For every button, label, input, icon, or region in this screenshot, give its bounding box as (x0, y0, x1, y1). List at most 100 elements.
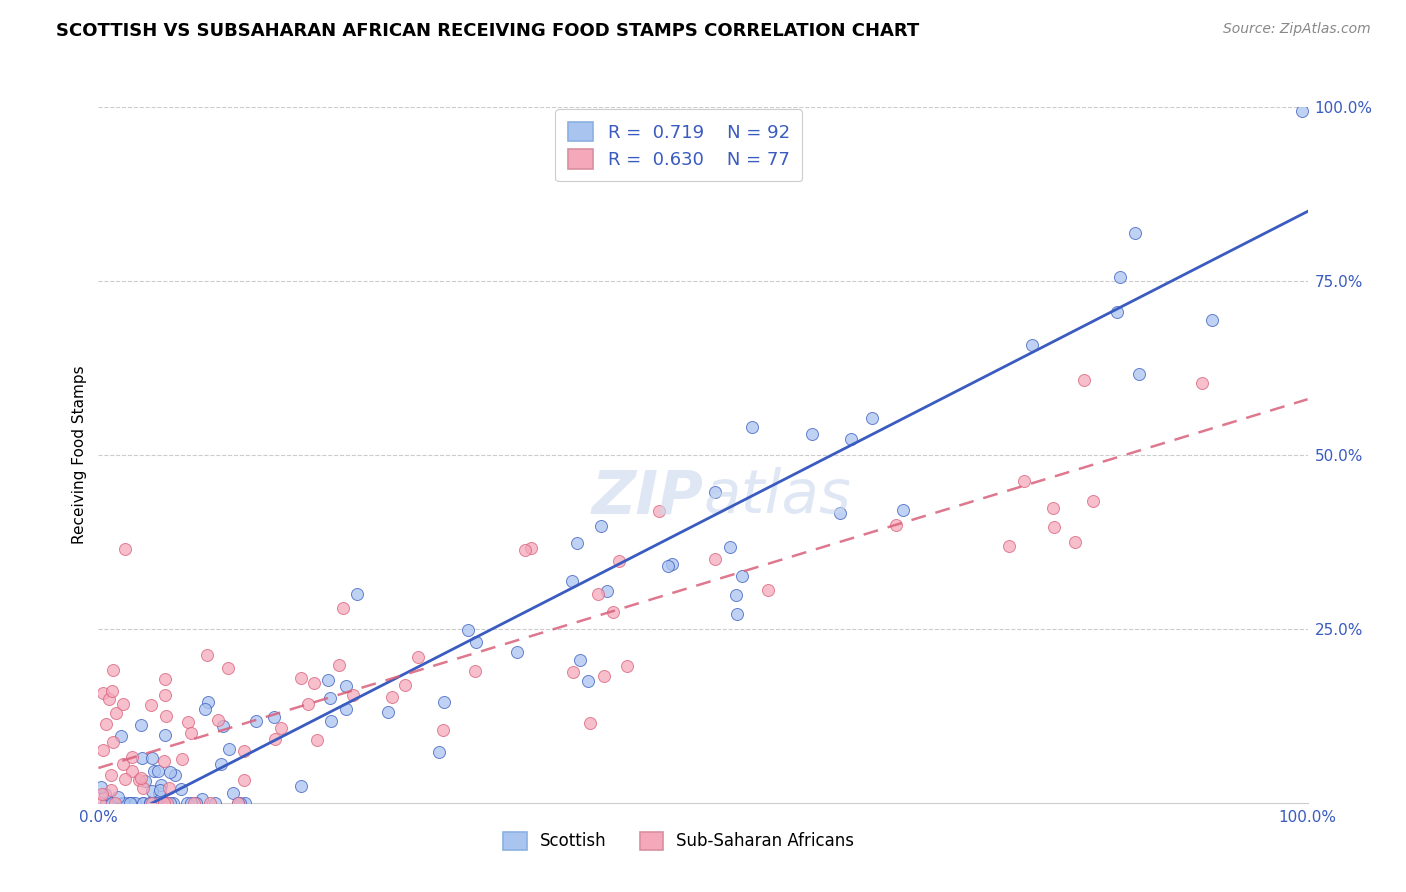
Point (159, 764, 181, 779)
Point (176, 796, 198, 810)
Point (149, 783, 172, 797)
Point (128, 773, 150, 788)
Point (114, 772, 136, 787)
Point (1021, 338, 1043, 352)
Point (264, 731, 287, 746)
Point (139, 698, 162, 713)
Point (157, 780, 180, 795)
Point (207, 714, 229, 728)
Point (153, 672, 176, 686)
Point (146, 764, 169, 778)
Point (394, 678, 416, 692)
Point (568, 653, 591, 667)
Point (218, 742, 240, 756)
Point (335, 679, 357, 693)
Point (90, 780, 112, 794)
Point (134, 774, 156, 789)
Point (91, 686, 114, 700)
Point (1128, 367, 1150, 381)
Point (297, 697, 319, 711)
Point (98, 692, 121, 706)
Point (319, 714, 342, 728)
Point (661, 557, 683, 571)
Point (183, 796, 205, 810)
Legend: Scottish, Sub-Saharan Africans: Scottish, Sub-Saharan Africans (496, 825, 860, 857)
Point (129, 718, 152, 732)
Point (731, 569, 754, 583)
Point (427, 744, 450, 758)
Point (103, 796, 125, 810)
Point (162, 796, 184, 810)
Point (457, 623, 479, 637)
Point (520, 541, 543, 556)
Point (290, 779, 312, 793)
Point (579, 715, 602, 730)
Point (90, 787, 112, 801)
Point (104, 706, 127, 720)
Point (91, 743, 114, 757)
Point (153, 796, 176, 810)
Point (139, 796, 162, 810)
Point (1063, 535, 1085, 549)
Point (204, 796, 226, 810)
Point (1012, 474, 1035, 488)
Point (290, 671, 312, 685)
Point (148, 786, 170, 800)
Point (153, 689, 176, 703)
Point (725, 607, 748, 621)
Point (155, 796, 177, 810)
Point (998, 539, 1021, 553)
Point (217, 660, 239, 674)
Point (101, 663, 124, 677)
Point (233, 744, 256, 758)
Point (170, 751, 193, 765)
Text: SCOTTISH VS SUBSAHARAN AFRICAN RECEIVING FOOD STAMPS CORRELATION CHART: SCOTTISH VS SUBSAHARAN AFRICAN RECEIVING… (56, 22, 920, 40)
Point (94, 716, 117, 731)
Point (406, 650, 429, 665)
Point (156, 796, 179, 810)
Point (830, 506, 852, 520)
Point (839, 433, 862, 447)
Point (607, 554, 630, 568)
Point (141, 750, 163, 764)
Point (112, 796, 135, 810)
Point (602, 606, 624, 620)
Point (233, 796, 256, 810)
Point (381, 690, 404, 704)
Point (724, 588, 747, 602)
Point (302, 675, 325, 690)
Point (100, 783, 122, 797)
Point (1042, 500, 1064, 515)
Point (1043, 520, 1066, 534)
Point (1291, 103, 1313, 118)
Point (100, 768, 122, 782)
Point (263, 710, 285, 724)
Point (101, 684, 124, 698)
Point (229, 796, 252, 810)
Point (150, 778, 173, 792)
Point (143, 764, 166, 779)
Point (191, 792, 214, 806)
Point (221, 786, 243, 800)
Point (515, 542, 537, 557)
Point (884, 518, 907, 533)
Point (118, 796, 141, 810)
Y-axis label: Receiving Food Stamps: Receiving Food Stamps (72, 366, 87, 544)
Point (107, 790, 129, 805)
Point (562, 665, 585, 679)
Point (316, 673, 339, 688)
Point (704, 551, 727, 566)
Point (209, 757, 232, 772)
Point (1073, 373, 1095, 387)
Point (432, 723, 454, 737)
Point (169, 782, 191, 797)
Point (741, 420, 763, 434)
Point (342, 688, 364, 702)
Point (1081, 493, 1104, 508)
Point (591, 519, 613, 533)
Point (155, 728, 177, 742)
Point (328, 657, 350, 672)
Point (596, 584, 619, 599)
Point (464, 664, 486, 678)
Point (561, 574, 583, 588)
